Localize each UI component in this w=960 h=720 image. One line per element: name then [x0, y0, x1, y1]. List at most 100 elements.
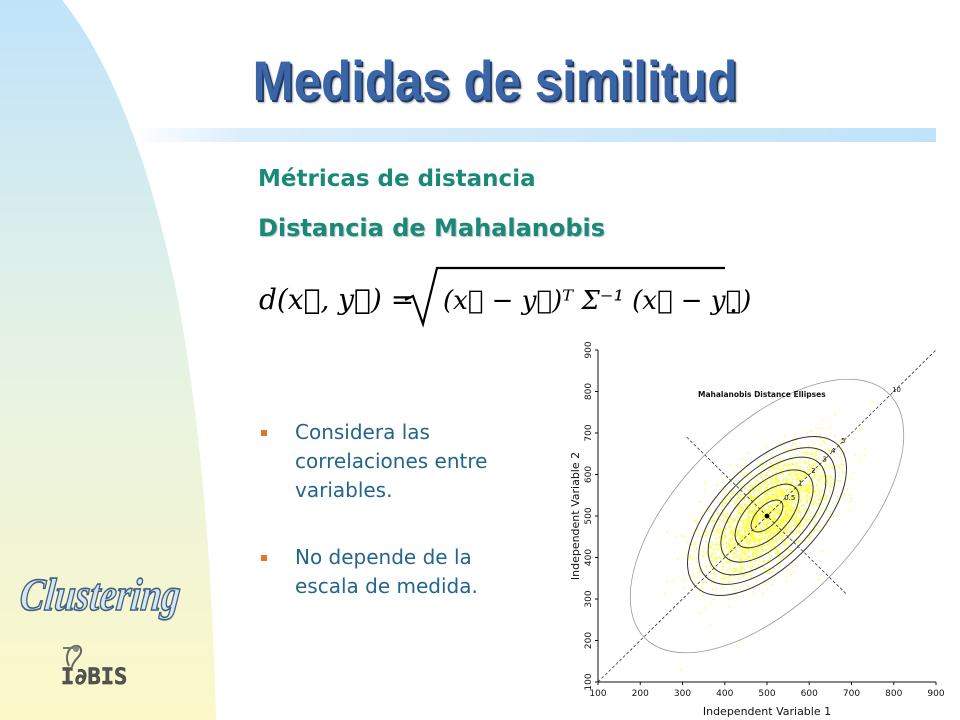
scatter-point: [792, 487, 794, 489]
scatter-point: [765, 512, 767, 514]
scatter-point: [720, 530, 722, 533]
scatter-point: [816, 483, 818, 486]
scatter-point: [695, 522, 698, 525]
scatter-point: [767, 541, 769, 543]
scatter-point: [735, 535, 737, 538]
scatter-point: [763, 507, 766, 509]
scatter-point: [757, 533, 759, 536]
scatter-point: [742, 547, 745, 549]
scatter-point: [689, 555, 692, 557]
scatter-point: [730, 549, 732, 551]
scatter-point: [728, 502, 730, 505]
scatter-point: [728, 571, 731, 573]
scatter-point: [783, 516, 786, 519]
scatter-point: [728, 551, 730, 553]
scatter-point: [766, 526, 768, 529]
scatter-point: [770, 466, 772, 469]
scatter-point: [834, 434, 836, 437]
scatter-point: [793, 471, 795, 473]
scatter-point: [725, 516, 728, 519]
scatter-point: [777, 494, 779, 497]
scatter-point: [779, 513, 781, 515]
scatter-point: [734, 502, 736, 505]
scatter-point: [792, 464, 795, 466]
scatter-point: [770, 480, 773, 482]
scatter-point: [767, 533, 769, 535]
scatter-point: [774, 527, 777, 529]
scatter-point: [745, 507, 747, 509]
scatter-point: [830, 486, 832, 488]
scatter-point: [742, 549, 744, 552]
scatter-point: [773, 539, 776, 542]
scatter-point: [770, 491, 773, 494]
scatter-point: [776, 494, 779, 497]
scatter-point: [802, 505, 804, 507]
scatter-point: [785, 537, 787, 539]
scatter-point: [758, 488, 761, 490]
scatter-point: [794, 435, 797, 437]
scatter-point: [748, 510, 750, 512]
scatter-point: [818, 504, 821, 506]
scatter-point: [772, 538, 774, 540]
scatter-point: [849, 494, 851, 496]
scatter-point: [775, 560, 777, 563]
scatter-point: [823, 466, 826, 469]
scatter-point: [799, 484, 801, 486]
scatter-point: [795, 478, 797, 480]
scatter-point: [707, 510, 709, 512]
scatter-point: [849, 500, 851, 502]
scatter-point: [745, 540, 747, 543]
scatter-point: [722, 562, 725, 564]
scatter-point: [741, 557, 743, 559]
scatter-point: [844, 452, 846, 455]
scatter-point: [753, 545, 755, 548]
scatter-point: [785, 448, 787, 451]
scatter-point: [815, 459, 818, 461]
scatter-point: [825, 520, 828, 522]
scatter-point: [715, 557, 718, 560]
scatter-point: [769, 489, 771, 492]
scatter-point: [749, 529, 752, 531]
scatter-point: [745, 537, 748, 539]
scatter-point: [710, 566, 712, 568]
scatter-point: [790, 514, 793, 517]
scatter-point: [795, 520, 797, 523]
scatter-point: [751, 535, 753, 538]
scatter-point: [776, 537, 778, 540]
scatter-point: [688, 543, 691, 546]
scatter-point: [778, 545, 780, 547]
scatter-point: [754, 505, 757, 507]
scatter-point: [765, 536, 767, 538]
scatter-point: [737, 532, 739, 535]
scatter-point: [817, 478, 819, 481]
scatter-point: [763, 517, 765, 519]
scatter-point: [784, 527, 786, 530]
scatter-point: [777, 503, 779, 506]
scatter-point: [824, 460, 826, 463]
scatter-point: [805, 522, 807, 525]
scatter-point: [708, 532, 710, 534]
scatter-point: [721, 486, 724, 488]
scatter-point: [744, 475, 746, 477]
scatter-point: [788, 482, 790, 484]
scatter-point: [832, 502, 834, 504]
scatter-point: [803, 508, 805, 511]
scatter-point: [799, 515, 802, 517]
scatter-point: [715, 558, 718, 561]
scatter-point: [759, 472, 762, 475]
scatter-point: [778, 511, 780, 513]
scatter-point: [788, 509, 791, 512]
scatter-point: [794, 484, 796, 487]
scatter-point: [803, 505, 805, 507]
scatter-point: [803, 504, 805, 506]
scatter-point: [747, 539, 749, 541]
scatter-point: [798, 526, 801, 528]
scatter-point: [749, 527, 752, 529]
scatter-point: [780, 514, 782, 517]
scatter-point: [765, 567, 767, 570]
scatter-point: [792, 501, 794, 503]
scatter-point: [853, 471, 855, 474]
scatter-point: [725, 545, 728, 548]
scatter-point: [750, 505, 752, 508]
scatter-point: [785, 533, 787, 536]
